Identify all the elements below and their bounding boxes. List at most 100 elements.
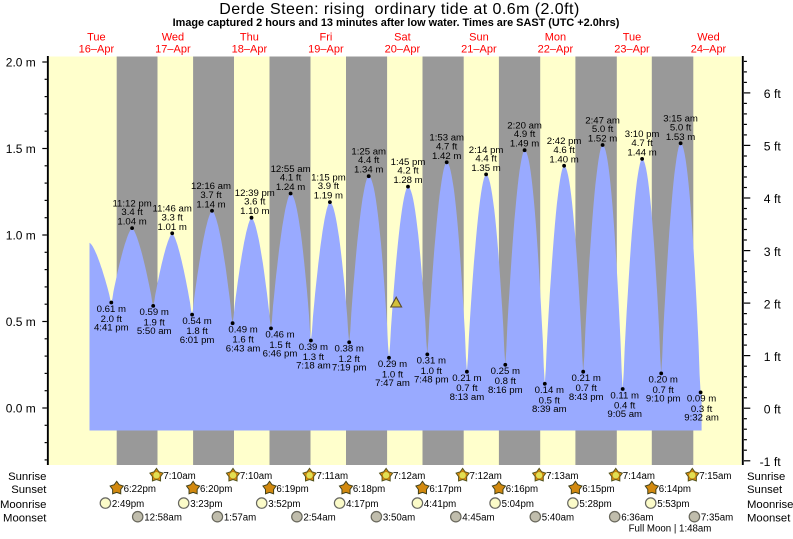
svg-text:12:58am: 12:58am: [144, 513, 182, 524]
svg-text:6:18pm: 6:18pm: [353, 484, 385, 495]
svg-text:1.42 m: 1.42 m: [432, 151, 461, 162]
svg-text:8:39 am: 8:39 am: [532, 404, 567, 415]
svg-text:1 ft: 1 ft: [764, 350, 782, 364]
svg-text:4.4 ft: 4.4 ft: [475, 153, 497, 164]
svg-text:Tue: Tue: [87, 31, 106, 43]
svg-text:0.20 m: 0.20 m: [649, 375, 678, 386]
svg-text:5:50 am: 5:50 am: [137, 326, 172, 337]
svg-text:17–Apr: 17–Apr: [155, 44, 191, 56]
svg-text:4.9 ft: 4.9 ft: [514, 129, 536, 140]
svg-text:Wed: Wed: [162, 31, 184, 43]
svg-text:1.5 ft: 1.5 ft: [269, 340, 291, 351]
svg-text:Fri: Fri: [319, 31, 332, 43]
svg-text:18–Apr: 18–Apr: [232, 44, 268, 56]
svg-text:20–Apr: 20–Apr: [385, 44, 421, 56]
svg-text:6:16pm: 6:16pm: [506, 484, 538, 495]
svg-text:4.1 ft: 4.1 ft: [280, 173, 302, 184]
svg-text:16–Apr: 16–Apr: [79, 44, 115, 56]
svg-text:0.0 m: 0.0 m: [6, 401, 36, 415]
svg-text:3:15 am: 3:15 am: [663, 114, 698, 125]
svg-text:Moonset: Moonset: [747, 513, 791, 525]
svg-text:5:28pm: 5:28pm: [579, 499, 611, 510]
svg-text:1.8 ft: 1.8 ft: [186, 326, 208, 337]
svg-text:0.5 ft: 0.5 ft: [539, 395, 561, 406]
svg-text:0.09 m: 0.09 m: [687, 394, 716, 405]
svg-text:3.3 ft: 3.3 ft: [162, 212, 184, 223]
svg-text:1.5 m: 1.5 m: [6, 142, 36, 156]
svg-text:6 ft: 6 ft: [764, 87, 782, 101]
svg-text:4:41pm: 4:41pm: [424, 499, 456, 510]
svg-text:2:20 am: 2:20 am: [507, 121, 542, 132]
svg-text:2:14 pm: 2:14 pm: [469, 145, 504, 156]
svg-text:-1 ft: -1 ft: [760, 455, 782, 469]
svg-text:4:41 pm: 4:41 pm: [94, 323, 129, 334]
svg-text:Image captured 2 hours and 13: Image captured 2 hours and 13 minutes af…: [173, 17, 620, 29]
svg-text:7:13am: 7:13am: [546, 471, 578, 482]
svg-text:9:10 pm: 9:10 pm: [646, 394, 681, 405]
svg-text:7:15am: 7:15am: [699, 471, 731, 482]
svg-text:1.0 m: 1.0 m: [6, 228, 36, 242]
svg-text:24–Apr: 24–Apr: [691, 44, 727, 56]
svg-text:5.0 ft: 5.0 ft: [592, 124, 614, 135]
svg-text:1:25 am: 1:25 am: [351, 147, 386, 158]
svg-text:6:19pm: 6:19pm: [276, 484, 308, 495]
svg-text:Sunrise: Sunrise: [8, 471, 46, 483]
svg-text:21–Apr: 21–Apr: [461, 44, 497, 56]
svg-text:Sun: Sun: [469, 31, 489, 43]
svg-text:4.7 ft: 4.7 ft: [436, 141, 458, 152]
svg-text:2 ft: 2 ft: [764, 297, 782, 311]
svg-text:6:14pm: 6:14pm: [659, 484, 691, 495]
svg-text:Sunset: Sunset: [747, 484, 783, 496]
svg-text:1.49 m: 1.49 m: [510, 139, 539, 150]
svg-text:3.7 ft: 3.7 ft: [200, 190, 222, 201]
svg-text:0.61 m: 0.61 m: [97, 304, 126, 315]
svg-text:1.35 m: 1.35 m: [471, 163, 500, 174]
svg-text:6:46 pm: 6:46 pm: [263, 349, 298, 360]
svg-text:7:19 pm: 7:19 pm: [332, 363, 367, 374]
svg-text:0.8 ft: 0.8 ft: [495, 376, 517, 387]
svg-text:4 ft: 4 ft: [764, 192, 782, 206]
svg-text:1.10 m: 1.10 m: [240, 206, 269, 217]
svg-text:2:49pm: 2:49pm: [112, 499, 144, 510]
svg-text:3:23pm: 3:23pm: [190, 499, 222, 510]
svg-text:Mon: Mon: [545, 31, 566, 43]
svg-text:Tue: Tue: [623, 31, 642, 43]
svg-text:6:43 am: 6:43 am: [226, 343, 261, 354]
svg-text:0.7 ft: 0.7 ft: [456, 383, 478, 394]
svg-text:1:57am: 1:57am: [224, 513, 256, 524]
svg-text:0.7 ft: 0.7 ft: [576, 383, 598, 394]
svg-text:1.3 ft: 1.3 ft: [303, 352, 325, 363]
svg-text:12:16 am: 12:16 am: [191, 181, 231, 192]
svg-text:7:35am: 7:35am: [701, 513, 733, 524]
svg-text:Thu: Thu: [240, 31, 259, 43]
svg-text:6:20pm: 6:20pm: [200, 484, 232, 495]
svg-text:8:43 pm: 8:43 pm: [569, 392, 604, 403]
svg-text:7:18 am: 7:18 am: [296, 361, 331, 372]
svg-text:1.52 m: 1.52 m: [588, 134, 617, 145]
svg-text:5:04pm: 5:04pm: [502, 499, 534, 510]
svg-text:6:36am: 6:36am: [621, 513, 653, 524]
svg-text:0.11 m: 0.11 m: [610, 390, 639, 401]
svg-text:0.5 m: 0.5 m: [6, 315, 36, 329]
svg-text:1.44 m: 1.44 m: [627, 147, 656, 158]
svg-text:4:45am: 4:45am: [462, 513, 494, 524]
svg-text:0.59 m: 0.59 m: [140, 307, 169, 318]
svg-text:0.54 m: 0.54 m: [182, 316, 211, 327]
svg-text:3:52pm: 3:52pm: [268, 499, 300, 510]
svg-text:1:53 am: 1:53 am: [429, 133, 464, 144]
svg-text:19–Apr: 19–Apr: [308, 44, 344, 56]
svg-text:0.21 m: 0.21 m: [452, 373, 481, 384]
svg-text:1.2 ft: 1.2 ft: [339, 354, 361, 365]
svg-text:2.0 m: 2.0 m: [6, 55, 36, 69]
svg-text:12:55 am: 12:55 am: [271, 164, 311, 175]
svg-text:8:13 am: 8:13 am: [450, 392, 485, 403]
svg-text:0.4 ft: 0.4 ft: [614, 401, 636, 412]
svg-text:3 ft: 3 ft: [764, 245, 782, 259]
svg-text:0.14 m: 0.14 m: [535, 385, 564, 396]
svg-text:6:22pm: 6:22pm: [124, 484, 156, 495]
svg-text:0.29 m: 0.29 m: [378, 359, 407, 370]
svg-text:1.19 m: 1.19 m: [314, 191, 343, 202]
svg-text:1.40 m: 1.40 m: [549, 154, 578, 165]
svg-text:1.34 m: 1.34 m: [354, 165, 383, 176]
svg-text:Moonrise: Moonrise: [747, 499, 793, 511]
